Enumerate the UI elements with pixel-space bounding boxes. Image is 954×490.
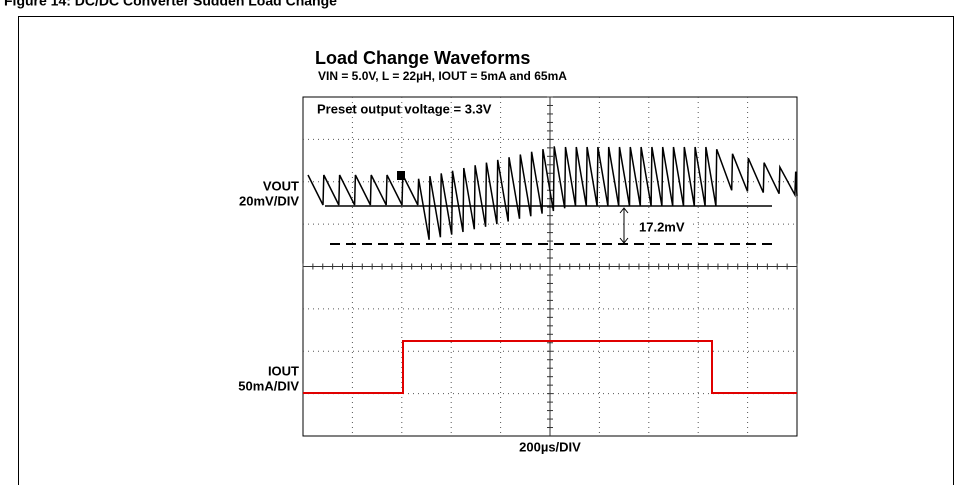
iout-trace [303,340,797,394]
time-scale: 200µs/DIV [519,439,581,454]
caption: Figure 14: DC/DC Converter Sudden Load C… [4,0,337,9]
trigger-marker [397,171,405,180]
iout-label: IOUT [268,363,299,378]
scope-screen [302,96,798,437]
figure-title: Load Change Waveforms [315,48,530,68]
vout-scale: 20mV/DIV [239,193,299,208]
iout-scale: 50mA/DIV [238,378,299,393]
figure-subtitle: VIN = 5.0V, L = 22µH, IOUT = 5mA and 65m… [318,69,567,83]
annotation: Preset output voltage = 3.3V [317,101,492,116]
label-bg [638,219,690,235]
ripple-arrow [619,207,629,244]
vout-trace [307,146,798,240]
vout-label: VOUT [263,178,299,193]
ripple-label: 17.2mV [639,219,685,234]
